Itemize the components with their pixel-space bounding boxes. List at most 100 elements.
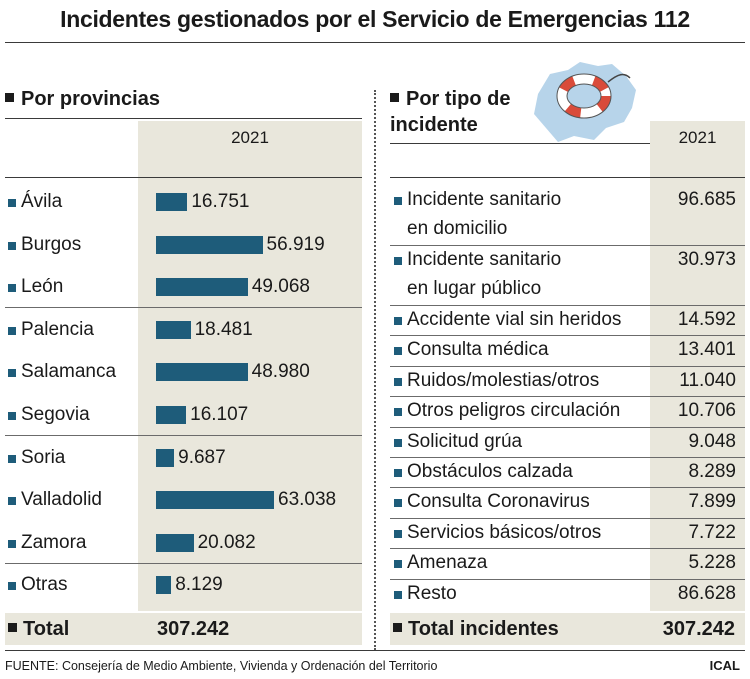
row-separator <box>390 487 745 489</box>
province-bar <box>156 363 248 382</box>
province-value-label: 16.107 <box>190 404 249 425</box>
row-separator <box>390 457 745 458</box>
incident-value: 7.899 <box>688 491 736 513</box>
incident-total-row: Total incidentes 307.242 <box>390 613 745 645</box>
square-bullet-icon <box>390 93 399 103</box>
row-bullet-icon <box>394 317 402 325</box>
incident-label: Solicitud grúa <box>407 430 523 452</box>
square-bullet-icon <box>8 623 17 632</box>
incident-header-rule <box>390 177 745 178</box>
row-bullet-icon <box>394 469 402 477</box>
incident-label: Accidente vial sin heridos <box>407 309 622 330</box>
incident-value: 10.706 <box>677 400 736 422</box>
province-label: Segovia <box>21 404 90 425</box>
incident-value: 5.228 <box>688 552 736 574</box>
province-label: Palencia <box>21 318 94 340</box>
incident-total-label: Total incidentes <box>408 618 559 640</box>
square-bullet-icon <box>5 93 14 103</box>
incident-value: 86.628 <box>677 582 736 604</box>
row-separator <box>390 396 745 398</box>
province-label: Zamora <box>21 531 87 553</box>
row-separator <box>5 435 362 436</box>
province-label: León <box>21 276 64 298</box>
incident-label: Obstáculos calzada <box>407 461 573 482</box>
province-value-label: 16.751 <box>191 191 250 212</box>
row-bullet-icon <box>394 590 402 599</box>
incident-value: 9.048 <box>688 430 736 452</box>
row-bullet-icon <box>394 438 402 447</box>
province-heading-rule <box>5 118 362 119</box>
incident-value: 11.040 <box>679 369 736 391</box>
row-bullet-icon <box>8 369 16 378</box>
incident-total-value: 307.242 <box>662 618 735 640</box>
incident-label: Ruidos/molestias/otros <box>407 369 600 391</box>
incident-label: Resto <box>407 582 457 604</box>
province-bar <box>156 193 188 211</box>
province-bar <box>156 491 274 510</box>
incident-value: 30.973 <box>677 249 736 270</box>
row-bullet-icon <box>8 284 16 293</box>
province-value-label: 18.481 <box>194 318 253 340</box>
incident-year-header: 2021 <box>678 128 717 147</box>
row-separator <box>390 365 745 367</box>
province-value-label: 8.129 <box>175 574 223 596</box>
row-separator <box>390 578 745 580</box>
row-bullet-icon <box>394 347 402 356</box>
row-bullet-icon <box>394 560 402 569</box>
province-label: Soria <box>21 446 66 468</box>
row-bullet-icon <box>8 241 16 250</box>
incident-value: 13.401 <box>677 339 736 361</box>
row-bullet-icon <box>8 582 16 591</box>
province-header-rule <box>5 177 362 178</box>
title-rule <box>5 42 745 43</box>
brand-label: ICAL <box>709 658 740 673</box>
source-footer: FUENTE: Consejería de Medio Ambiente, Vi… <box>5 659 438 673</box>
row-separator <box>390 335 745 337</box>
province-bar <box>156 278 248 297</box>
incident-section-title: Por tipo de incidente <box>390 88 511 136</box>
incident-value: 7.722 <box>688 521 736 543</box>
incident-label: en lugar público <box>407 278 542 299</box>
row-separator <box>390 426 745 428</box>
province-label: Burgos <box>21 233 82 255</box>
province-value-label: 56.919 <box>266 233 325 255</box>
row-bullet-icon <box>8 412 16 420</box>
province-value-label: 9.687 <box>178 446 226 468</box>
province-total-row: Total 307.242 <box>5 613 362 645</box>
incident-label: Otros peligros circulación <box>407 400 621 422</box>
row-bullet-icon <box>394 257 402 265</box>
square-bullet-icon <box>393 623 402 632</box>
province-label: Otras <box>21 574 68 596</box>
row-bullet-icon <box>394 197 402 205</box>
row-bullet-icon <box>8 497 16 506</box>
province-bar <box>156 576 172 595</box>
row-bullet-icon <box>394 377 402 386</box>
row-separator <box>390 245 745 246</box>
province-value-label: 63.038 <box>278 489 337 511</box>
row-bullet-icon <box>394 408 402 417</box>
row-bullet-icon <box>8 199 16 207</box>
incident-heading-rule <box>390 143 650 144</box>
incident-label: Servicios básicos/otros <box>407 521 602 543</box>
province-bar <box>156 533 194 552</box>
province-value-label: 49.068 <box>251 276 310 298</box>
province-label: Salamanca <box>21 361 117 383</box>
incident-section-heading: Por tipo de incidente <box>390 86 540 138</box>
province-value-label: 48.980 <box>251 361 310 383</box>
province-label: Valladolid <box>21 489 102 511</box>
page-title: Incidentes gestionados por el Servicio d… <box>60 6 690 32</box>
row-bullet-icon <box>8 454 16 463</box>
province-bar <box>156 406 187 424</box>
province-label: Ávila <box>21 191 63 212</box>
incident-label: Incidente sanitario <box>407 189 562 210</box>
row-separator <box>5 562 362 564</box>
incident-label: Amenaza <box>407 552 488 574</box>
incident-label: Consulta médica <box>407 339 549 361</box>
province-bar <box>156 235 263 254</box>
province-section-title: Por provincias <box>21 88 160 110</box>
row-bullet-icon <box>8 539 16 548</box>
incident-value: 14.592 <box>677 309 736 330</box>
province-year-header: 2021 <box>231 128 269 147</box>
province-bar <box>156 448 175 467</box>
panel-divider <box>374 90 376 650</box>
